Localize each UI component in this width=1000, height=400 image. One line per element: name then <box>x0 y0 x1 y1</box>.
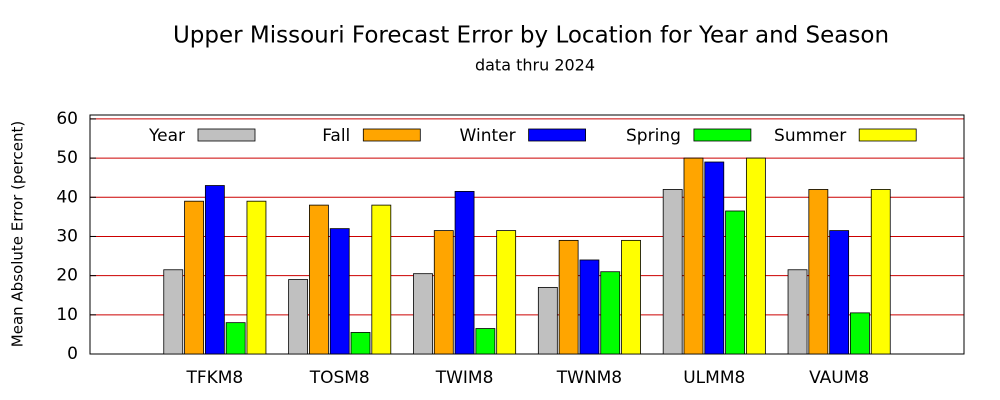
plot-frame <box>89 114 965 355</box>
bar <box>704 161 725 355</box>
bar <box>579 259 600 355</box>
legend-swatch <box>858 128 917 142</box>
y-tick-label: 20 <box>56 266 78 286</box>
legend-swatch <box>197 128 256 142</box>
bar <box>454 191 475 355</box>
x-tick-label: TWNM8 <box>556 368 622 388</box>
bar <box>537 286 558 355</box>
bar <box>204 185 225 355</box>
y-tick-label: 30 <box>56 226 78 246</box>
legend-label: Year <box>148 126 185 146</box>
y-tick-label: 10 <box>56 305 78 325</box>
bar <box>163 269 184 355</box>
legend-swatch <box>528 128 586 142</box>
bar <box>496 230 517 355</box>
x-tick-label: ULMM8 <box>683 368 745 388</box>
bar <box>309 204 329 355</box>
bar <box>475 328 496 355</box>
legend-label: Spring <box>626 126 681 146</box>
x-tick-label: VAUM8 <box>809 368 869 388</box>
y-tick-label: 0 <box>67 344 78 364</box>
bar <box>558 239 579 355</box>
x-tick-label: TFKM8 <box>185 368 243 388</box>
bar <box>329 228 350 355</box>
bar <box>725 210 745 355</box>
x-tick-label: TOSM8 <box>309 368 370 388</box>
bar <box>683 157 704 355</box>
legend-label: Winter <box>460 126 516 146</box>
bar <box>808 189 829 355</box>
bar <box>350 332 371 355</box>
bar <box>288 279 309 355</box>
bar <box>371 204 392 355</box>
bar <box>829 230 850 355</box>
legend-label: Fall <box>322 126 350 146</box>
y-axis-label: Mean Absolute Error (percent) <box>9 121 27 347</box>
legend-label: Summer <box>774 126 846 146</box>
bar <box>787 269 808 355</box>
bar <box>870 189 891 355</box>
bar <box>745 157 766 355</box>
bar <box>850 312 870 355</box>
chart-subtitle: data thru 2024 <box>475 56 595 75</box>
legend-swatch <box>362 128 421 142</box>
bar <box>184 200 204 355</box>
y-tick-label: 60 <box>56 109 78 129</box>
chart-title: Upper Missouri Forecast Error by Locatio… <box>173 23 889 49</box>
legend-swatch <box>693 128 752 142</box>
bar <box>433 230 454 355</box>
bar <box>413 273 433 355</box>
y-tick-label: 40 <box>56 187 78 207</box>
bar <box>225 322 246 355</box>
bar <box>246 200 267 355</box>
bar <box>662 189 683 355</box>
x-tick-label: TWIM8 <box>435 368 494 388</box>
bar <box>600 271 621 355</box>
bar <box>621 239 641 355</box>
y-tick-label: 50 <box>56 148 78 168</box>
